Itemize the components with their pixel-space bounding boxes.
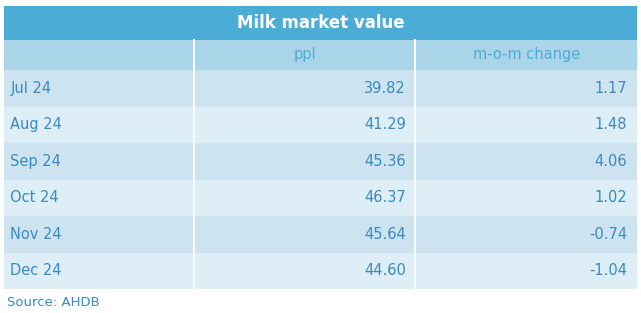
Bar: [194, 106, 415, 143]
Text: Source: AHDB: Source: AHDB: [7, 295, 100, 309]
Text: -0.74: -0.74: [589, 227, 628, 242]
Bar: [415, 179, 637, 216]
Text: Dec 24: Dec 24: [10, 263, 62, 278]
Text: Jul 24: Jul 24: [10, 81, 51, 96]
Text: 4.06: 4.06: [595, 154, 628, 169]
Text: Milk market value: Milk market value: [237, 14, 404, 32]
Bar: [415, 70, 637, 106]
Text: 44.60: 44.60: [364, 263, 406, 278]
Bar: [194, 70, 415, 106]
Bar: [194, 216, 415, 253]
Bar: [194, 143, 415, 179]
Bar: [194, 40, 415, 70]
Bar: [4, 40, 194, 70]
Text: -1.04: -1.04: [589, 263, 628, 278]
Text: m-o-m change: m-o-m change: [472, 48, 580, 63]
Bar: [194, 179, 415, 216]
Text: 45.64: 45.64: [364, 227, 406, 242]
Text: Aug 24: Aug 24: [10, 117, 62, 132]
Text: ppl: ppl: [294, 48, 316, 63]
Text: 41.29: 41.29: [364, 117, 406, 132]
Bar: [415, 106, 637, 143]
Bar: [415, 40, 637, 70]
Text: 1.48: 1.48: [595, 117, 628, 132]
Text: 1.17: 1.17: [595, 81, 628, 96]
Text: Sep 24: Sep 24: [10, 154, 62, 169]
Bar: [4, 70, 194, 106]
Text: 45.36: 45.36: [364, 154, 406, 169]
Bar: [4, 106, 194, 143]
Bar: [4, 179, 194, 216]
Bar: [4, 216, 194, 253]
Bar: [415, 216, 637, 253]
Bar: [4, 143, 194, 179]
Text: 46.37: 46.37: [364, 190, 406, 205]
Text: 39.82: 39.82: [364, 81, 406, 96]
Bar: [415, 253, 637, 289]
Bar: [194, 253, 415, 289]
Text: 1.02: 1.02: [595, 190, 628, 205]
Bar: [4, 6, 637, 40]
Bar: [415, 143, 637, 179]
Bar: [4, 253, 194, 289]
Text: Oct 24: Oct 24: [10, 190, 59, 205]
Text: Nov 24: Nov 24: [10, 227, 62, 242]
